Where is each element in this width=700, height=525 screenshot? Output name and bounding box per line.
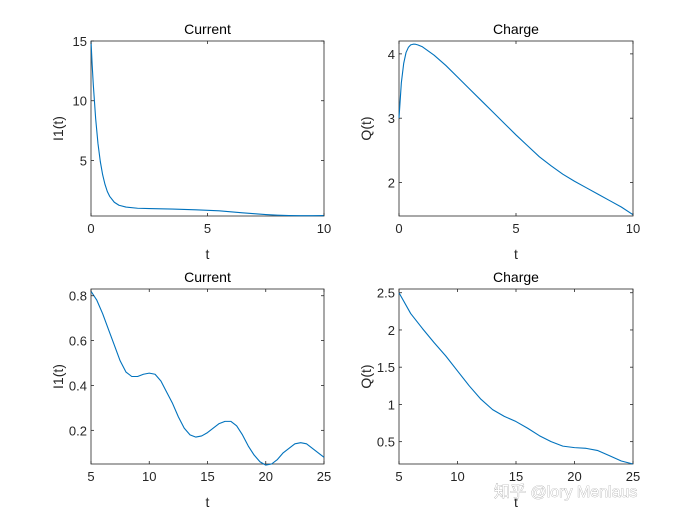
y-tick-label: 2 (388, 323, 395, 338)
y-tick-label: 0.8 (69, 289, 87, 304)
x-tick-label: 10 (142, 469, 156, 484)
x-tick-label: 20 (567, 469, 581, 484)
y-tick-label: 2.5 (377, 286, 395, 301)
axes-2: 0 5 10 2 3 4 Charge t Q(t) (358, 21, 640, 262)
x-axis-label: t (206, 494, 210, 510)
chart-title: Current (184, 269, 231, 285)
axes-1: 0 5 10 5 10 15 Current t I1(t) (50, 21, 331, 262)
x-tick-label: 5 (512, 221, 519, 236)
x-tick-label: 0 (395, 221, 402, 236)
y-tick-label: 4 (388, 47, 395, 62)
axes-3: 5 10 15 20 25 0.2 0.4 0.6 0.8 Current t I1(t) (50, 269, 331, 510)
x-tick-label: 15 (200, 469, 214, 484)
y-axis-label: I1(t) (50, 116, 66, 141)
series-line-q (398, 292, 634, 465)
x-tick-label: 5 (204, 221, 211, 236)
x-tick-label: 10 (626, 221, 640, 236)
x-axis-label: t (514, 246, 518, 262)
y-tick-label: 1 (388, 397, 395, 412)
x-axis-label: t (206, 246, 210, 262)
plot-area (90, 40, 325, 217)
y-tick-label: 0.6 (69, 334, 87, 349)
y-tick-label: 15 (73, 34, 87, 49)
y-tick-label: 0.2 (69, 423, 87, 438)
y-axis-label: I1(t) (50, 364, 66, 389)
plot-area (398, 40, 634, 217)
x-tick-label: 15 (509, 469, 523, 484)
y-tick-label: 1.5 (377, 360, 395, 375)
y-axis-label: Q(t) (358, 364, 374, 388)
series-line-i1 (90, 40, 325, 217)
x-tick-label: 5 (87, 469, 94, 484)
plot-area (398, 288, 634, 465)
plot-area (90, 288, 325, 465)
y-tick-label: 0.4 (69, 378, 87, 393)
watermark: 知乎 @lory Menlaus (494, 483, 637, 501)
chart-title: Current (184, 21, 231, 37)
y-tick-label: 5 (80, 153, 87, 168)
x-tick-label: 25 (317, 469, 331, 484)
series-line-i1 (90, 290, 325, 466)
x-tick-label: 25 (626, 469, 640, 484)
x-tick-label: 10 (450, 469, 464, 484)
x-tick-label: 10 (317, 221, 331, 236)
axes-4: 5 10 15 20 25 0.5 1 1.5 2 2.5 Charge t Q(t) (358, 269, 640, 510)
series-line-q (398, 43, 634, 216)
chart-title: Charge (493, 269, 539, 285)
y-axis-label: Q(t) (358, 116, 374, 140)
y-tick-label: 2 (388, 176, 395, 191)
x-tick-label: 0 (87, 221, 94, 236)
y-tick-label: 10 (73, 94, 87, 109)
x-axis-label: t (514, 494, 518, 510)
y-tick-label: 0.5 (377, 435, 395, 450)
y-tick-label: 3 (388, 111, 395, 126)
x-tick-label: 5 (395, 469, 402, 484)
x-tick-label: 20 (259, 469, 273, 484)
chart-title: Charge (493, 21, 539, 37)
